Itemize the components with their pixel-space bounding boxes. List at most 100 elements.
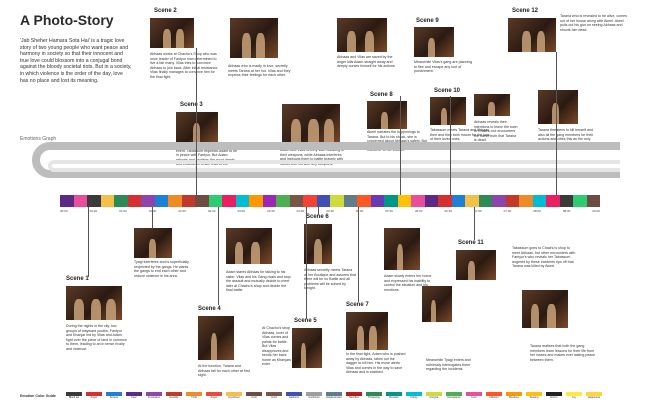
- legend-swatch: [465, 392, 482, 396]
- legend-label: Joy: [571, 396, 576, 399]
- emotions-graph-track: [32, 142, 620, 178]
- legend-item: Happiness: [585, 392, 602, 399]
- legend-label: Forgive: [429, 396, 439, 399]
- timeline-segment: [208, 195, 222, 207]
- legend-item: Joy: [565, 392, 582, 399]
- legend-swatch: [145, 392, 162, 396]
- scene-6-caption: Abhaas secretly meets Tarana at her Bout…: [304, 268, 356, 290]
- scene-11b-caption: Meanwhile Tyagi enters and ruthlessly in…: [426, 358, 471, 371]
- connector-line: [556, 52, 557, 195]
- legend-label: Bonding: [509, 396, 519, 399]
- scene-11-photo: [456, 250, 496, 280]
- scene-12-photo: [508, 18, 556, 52]
- legend-swatch: [265, 392, 282, 396]
- legend-swatch: [585, 392, 602, 396]
- scene-7-caption: In the final fight, Adam who is pushed a…: [346, 352, 406, 374]
- legend-label: Infliction: [489, 396, 499, 399]
- timeline-segment: [114, 195, 128, 207]
- legend-item: Thrill: [185, 392, 202, 399]
- legend-swatch: [445, 392, 462, 396]
- timeline-segment: [384, 195, 398, 207]
- legend-label: Hostility: [169, 396, 179, 399]
- connector-line: [152, 207, 153, 229]
- scene-2-caption: Abhaas works at Chachu's Shop who was on…: [150, 52, 219, 79]
- page-title: A Photo-Story: [20, 12, 114, 28]
- timeline-segment: [478, 195, 492, 207]
- legend-item: Anger: [205, 392, 222, 399]
- timeline-tick: 06:00: [414, 209, 423, 213]
- timeline-segment: [60, 195, 74, 207]
- legend-item: Helplessness: [325, 392, 342, 399]
- timeline-segment: [330, 195, 344, 207]
- scene-1-photo: [66, 286, 122, 320]
- legend-label: Anger: [210, 396, 218, 399]
- timeline-tick: 02:00: [178, 209, 186, 213]
- emotions-graph-label: Emotions Graph: [20, 136, 57, 142]
- timeline-segment: [154, 195, 168, 207]
- timeline-segment: [532, 195, 546, 207]
- scene-5-label: Scene 5: [294, 318, 317, 324]
- legend-item: Hostility: [165, 392, 182, 399]
- scene-8-photo: [367, 101, 407, 129]
- scene-2c-caption: Abhaas and Vilas are saved by the anger …: [337, 55, 396, 68]
- legend-item: Fear: [125, 392, 142, 399]
- scene-7-label: Scene 7: [346, 302, 369, 308]
- legend-item: Sadness: [285, 392, 302, 399]
- timeline-tick: 00:26: [89, 209, 98, 213]
- legend-swatch: [105, 392, 122, 396]
- legend-item: Bonding: [505, 392, 522, 399]
- scene-photo-2b: [230, 18, 278, 58]
- legend-swatch: [565, 392, 582, 396]
- timeline-tick: 03:00: [237, 209, 245, 213]
- legend-label: Protecting: [368, 396, 380, 399]
- legend-item: Joy/Cheer: [225, 392, 242, 399]
- timeline-tick: 04:00: [296, 209, 305, 213]
- legend-label: Love: [471, 396, 477, 399]
- scene-photo-12b: [538, 90, 578, 124]
- timeline-segment: [249, 195, 263, 207]
- legend-item: Horror: [545, 392, 562, 399]
- legend-label: Clarity: [410, 396, 418, 399]
- scene-7b-caption: Adam slowly enters her home and expresse…: [384, 274, 432, 292]
- legend-item: Grief: [265, 392, 282, 399]
- legend-label: Black wit: [68, 396, 80, 399]
- timeline-segment: [546, 195, 560, 207]
- timeline-segment: [411, 195, 425, 207]
- legend-swatch: [125, 392, 142, 396]
- legend-swatch: [525, 392, 542, 396]
- scene-5-photo: [292, 328, 322, 368]
- scene-1-caption: During the nights in the city, two group…: [66, 324, 127, 351]
- timeline-tick: 01:00: [119, 209, 127, 213]
- timeline-segment: [73, 195, 87, 207]
- connector-line: [450, 96, 451, 195]
- connector-line: [358, 207, 359, 302]
- timeline-segment: [424, 195, 438, 207]
- legend-item: Black wit: [65, 392, 82, 399]
- tyagi-caption: Tyagi interferes and is superficially re…: [134, 260, 189, 278]
- legend-item: Forgive: [425, 392, 442, 399]
- timeline-ticks: 00:0000:2601:0001:3002:0002:3003:0003:30…: [60, 209, 600, 215]
- scene-photo-12c: [522, 290, 568, 328]
- legend-item: Frustration: [145, 392, 162, 399]
- timeline-tick: 03:30: [267, 209, 275, 213]
- legend-item: Acceptance: [445, 392, 462, 399]
- scene-6-photo: [304, 224, 332, 264]
- legend-swatch: [405, 392, 422, 396]
- scene-9-caption: Meanwhile Vilas's gang are planning to f…: [414, 60, 473, 73]
- timeline-segment: [397, 195, 411, 207]
- scene-12-caption: Tarana who is revealed to be alive, come…: [560, 14, 627, 32]
- timeline-segment: [316, 195, 330, 207]
- legend-item: Love: [465, 392, 482, 399]
- legend-label: Teasing: [529, 396, 539, 399]
- legend-swatch: [505, 392, 522, 396]
- scene-2b-caption: Abhaas who is madly in love, secretly me…: [228, 64, 291, 77]
- timeline-segment: [451, 195, 465, 207]
- scene-photo-3b: [282, 104, 340, 144]
- timeline-segment: [168, 195, 182, 207]
- timeline-segment: [559, 195, 573, 207]
- timeline-tick: 00:00: [60, 209, 68, 213]
- legend-label: Serene: [109, 396, 119, 399]
- legend-swatch: [205, 392, 222, 396]
- legend-swatch: [485, 392, 502, 396]
- timeline-tick: 07:30: [503, 209, 512, 213]
